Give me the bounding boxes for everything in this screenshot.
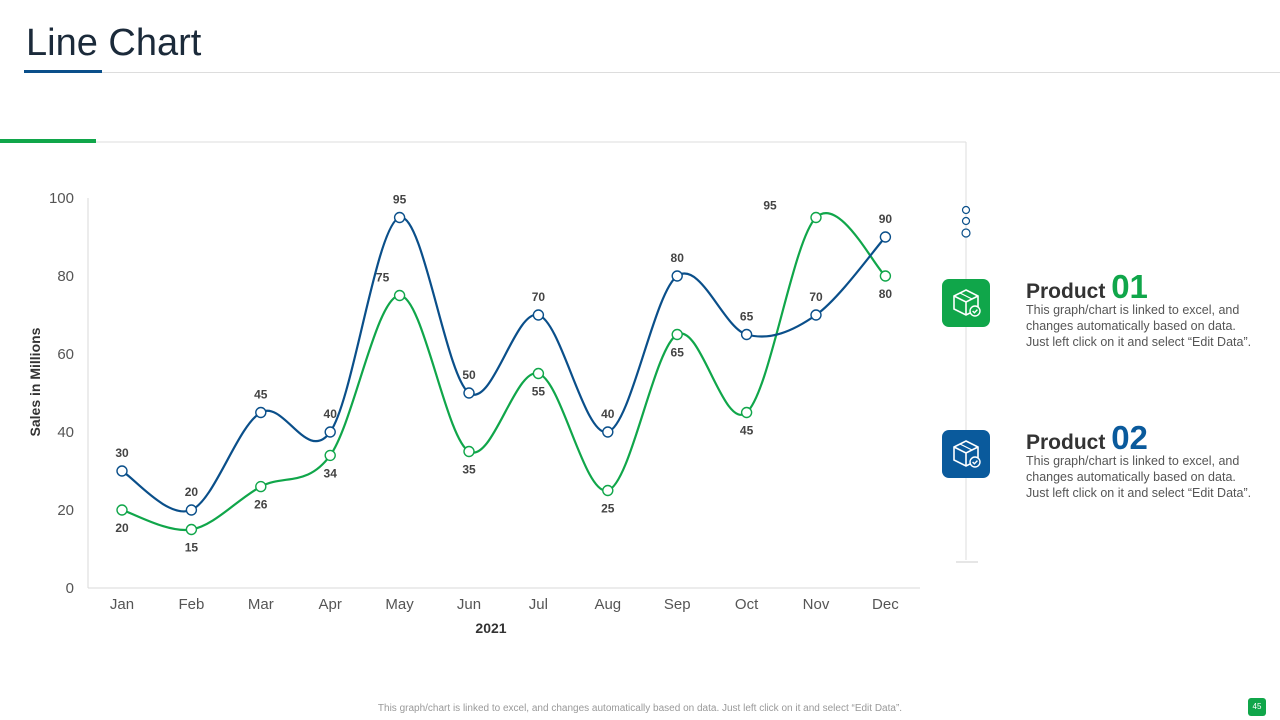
product-01-label: Product bbox=[1026, 280, 1106, 303]
data-point[interactable] bbox=[463, 445, 475, 458]
data-point[interactable] bbox=[463, 387, 475, 399]
timeline-dot bbox=[961, 205, 971, 215]
data-point[interactable] bbox=[602, 426, 614, 438]
x-tick-label: Oct bbox=[735, 596, 759, 613]
data-label: 65 bbox=[740, 310, 754, 324]
data-label: 34 bbox=[324, 466, 338, 480]
y-tick-label: 100 bbox=[49, 190, 74, 207]
data-label: 70 bbox=[532, 290, 546, 304]
data-label: 20 bbox=[185, 485, 199, 499]
footer-note: This graph/chart is linked to excel, and… bbox=[377, 703, 903, 714]
chart-accent-bar bbox=[0, 139, 96, 143]
x-tick-label: Sep bbox=[664, 596, 691, 613]
x-tick-label: Aug bbox=[594, 596, 621, 613]
data-label: 15 bbox=[185, 541, 199, 555]
x-tick-label: Apr bbox=[319, 596, 342, 613]
data-point[interactable] bbox=[255, 406, 267, 419]
data-label: 70 bbox=[809, 290, 823, 304]
page-title: Line Chart bbox=[26, 22, 202, 64]
data-point[interactable] bbox=[185, 504, 198, 516]
box-check-icon bbox=[953, 440, 981, 468]
product-01-title: Product 01 bbox=[1026, 270, 1148, 303]
data-point[interactable] bbox=[116, 465, 128, 477]
data-label: 50 bbox=[462, 368, 476, 382]
x-tick-label: Nov bbox=[803, 596, 830, 613]
y-tick-label: 0 bbox=[66, 580, 74, 597]
data-point[interactable] bbox=[116, 504, 128, 516]
data-label: 75 bbox=[376, 271, 390, 285]
y-tick-label: 20 bbox=[57, 502, 74, 519]
y-axis-title: Sales in Millions bbox=[27, 327, 43, 436]
x-tick-label: Dec bbox=[872, 596, 899, 613]
x-tick-label: Mar bbox=[248, 596, 274, 613]
product-02-description: This graph/chart is linked to excel, and… bbox=[1026, 454, 1252, 500]
data-point[interactable] bbox=[810, 211, 822, 224]
y-tick-label: 80 bbox=[57, 268, 74, 285]
product-01-icon-tile bbox=[942, 279, 990, 327]
data-label: 80 bbox=[879, 287, 893, 301]
data-point[interactable] bbox=[879, 231, 892, 243]
data-point[interactable] bbox=[393, 211, 406, 224]
product-01-description: This graph/chart is linked to excel, and… bbox=[1026, 303, 1252, 349]
series-line-2[interactable] bbox=[121, 216, 887, 513]
data-point[interactable] bbox=[879, 270, 892, 282]
data-label: 95 bbox=[763, 199, 777, 213]
data-label: 30 bbox=[115, 446, 129, 460]
product-02-title: Product 02 bbox=[1026, 421, 1148, 454]
data-point[interactable] bbox=[671, 270, 683, 282]
data-label: 35 bbox=[462, 463, 476, 477]
x-tick-label: Jun bbox=[457, 596, 481, 613]
data-point[interactable] bbox=[255, 480, 267, 493]
data-label: 25 bbox=[601, 502, 615, 516]
y-tick-label: 40 bbox=[57, 424, 74, 441]
product-02-icon-tile bbox=[942, 430, 990, 478]
data-point[interactable] bbox=[185, 523, 198, 536]
data-point[interactable] bbox=[532, 367, 545, 380]
data-label: 45 bbox=[740, 424, 754, 438]
series-line-1[interactable] bbox=[121, 212, 887, 532]
y-tick-label: 60 bbox=[57, 346, 74, 363]
x-tick-label: Jan bbox=[110, 596, 134, 613]
data-label: 20 bbox=[115, 521, 129, 535]
page-number-badge: 45 bbox=[1248, 698, 1266, 716]
x-tick-label: Feb bbox=[178, 596, 204, 613]
timeline-dot bbox=[961, 216, 971, 226]
title-accent-bar bbox=[24, 70, 102, 73]
data-point[interactable] bbox=[324, 426, 336, 438]
timeline-dot bbox=[961, 228, 971, 238]
data-point[interactable] bbox=[810, 309, 822, 321]
data-point[interactable] bbox=[602, 484, 614, 497]
data-label: 40 bbox=[601, 407, 615, 421]
data-point[interactable] bbox=[532, 309, 545, 321]
data-point[interactable] bbox=[740, 406, 753, 419]
product-01-number: 01 bbox=[1111, 268, 1148, 305]
data-label: 90 bbox=[879, 212, 893, 226]
data-label: 26 bbox=[254, 498, 268, 512]
data-label: 40 bbox=[324, 407, 338, 421]
data-label: 80 bbox=[671, 251, 685, 265]
data-label: 55 bbox=[532, 385, 546, 399]
product-02-label: Product bbox=[1026, 431, 1106, 454]
data-point[interactable] bbox=[393, 289, 406, 302]
data-point[interactable] bbox=[324, 449, 336, 462]
data-label: 95 bbox=[393, 193, 407, 207]
data-point[interactable] bbox=[740, 328, 753, 341]
x-axis-title: 2021 bbox=[475, 620, 506, 636]
product-02-number: 02 bbox=[1111, 419, 1148, 456]
data-point[interactable] bbox=[671, 328, 683, 341]
title-divider bbox=[102, 72, 1280, 73]
x-tick-label: May bbox=[385, 596, 414, 613]
data-label: 65 bbox=[671, 346, 685, 360]
x-tick-label: Jul bbox=[529, 596, 548, 613]
box-check-icon bbox=[953, 289, 981, 317]
data-label: 45 bbox=[254, 388, 268, 402]
